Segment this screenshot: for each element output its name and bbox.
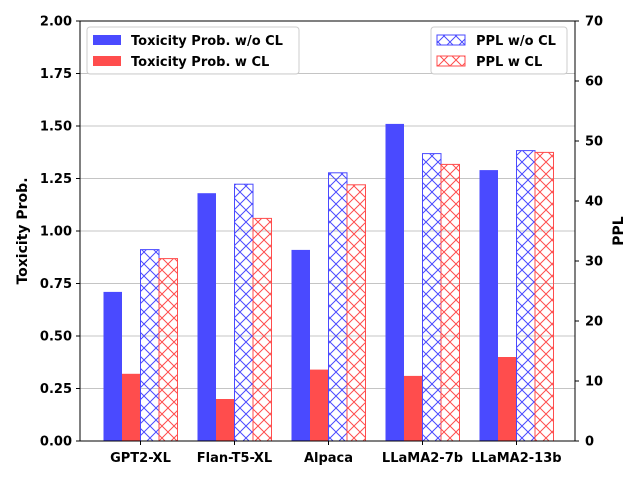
bar-3-0: [158, 258, 178, 442]
y-tick-label: 0.00: [40, 435, 72, 450]
y-tick-label: 1.75: [40, 67, 72, 82]
bar-1-3: [404, 375, 423, 441]
bars: [103, 123, 554, 442]
x-tick-label: LLaMA2-7b: [382, 451, 463, 466]
y-axis-title: Toxicity Prob.: [15, 177, 31, 284]
bar-3-3: [440, 163, 460, 442]
y2-tick-label: 40: [585, 195, 603, 210]
legend-right: PPL w/o CL PPL w CL: [430, 26, 568, 75]
y2-tick-label: 20: [585, 315, 603, 330]
y-tick-label: 0.50: [40, 330, 72, 345]
axes: 0.00 0.25 0.50 0.75 1.00 1.25 1.50 1.75 2.00 0 10 2…: [40, 15, 603, 467]
y2-tick-label: 30: [585, 255, 603, 270]
y2-tick-label: 50: [585, 135, 603, 150]
y2-axis-title: PPL: [611, 216, 627, 246]
bar-0-1: [197, 193, 216, 441]
y-tick-label: 1.50: [40, 120, 72, 135]
legend-swatch: [436, 34, 466, 46]
bar-0-0: [103, 291, 122, 441]
bar-3-4: [534, 151, 554, 442]
y2-tick-label: 60: [585, 75, 603, 90]
bar-1-2: [310, 369, 329, 441]
y2-tick-label: 10: [585, 375, 603, 390]
x-tick-label: Alpaca: [304, 451, 353, 466]
y2-tick-label: 70: [585, 15, 603, 30]
bar-2-1: [234, 183, 254, 442]
y-tick-label: 0.75: [40, 277, 72, 292]
legend-left: Toxicity Prob. w/o CL Toxicity Prob. w CL: [86, 26, 300, 75]
bar-3-1: [252, 217, 272, 442]
legend-label: Toxicity Prob. w CL: [131, 55, 269, 70]
legend-swatch: [93, 35, 121, 45]
bar-2-0: [140, 249, 160, 442]
legend-label: Toxicity Prob. w/o CL: [131, 34, 283, 49]
bar-1-1: [216, 399, 235, 441]
bar-0-4: [479, 170, 498, 441]
bar-1-4: [498, 357, 517, 441]
legend-label: PPL w/o CL: [476, 34, 556, 49]
legend-left-box: [86, 26, 300, 75]
y-tick-label: 1.00: [40, 225, 72, 240]
bar-1-0: [122, 373, 141, 441]
y2-tick-label: 0: [585, 435, 594, 450]
x-tick-label: LLaMA2-13b: [471, 451, 561, 466]
legend-swatch: [93, 56, 121, 66]
bar-2-2: [328, 172, 348, 442]
legend-label: PPL w CL: [476, 55, 542, 70]
bar-2-3: [422, 153, 442, 442]
x-tick-label: Flan-T5-XL: [197, 451, 272, 466]
bar-3-2: [346, 184, 366, 442]
y-tick-label: 1.25: [40, 172, 72, 187]
bar-0-3: [385, 123, 404, 442]
x-tick-label: GPT2-XL: [110, 451, 171, 466]
bar-2-4: [516, 150, 536, 442]
y-tick-label: 0.25: [40, 382, 72, 397]
plot-frame: [79, 20, 576, 442]
y-tick-label: 2.00: [40, 15, 72, 30]
legend-swatch: [436, 55, 466, 67]
bar-0-2: [291, 249, 310, 441]
